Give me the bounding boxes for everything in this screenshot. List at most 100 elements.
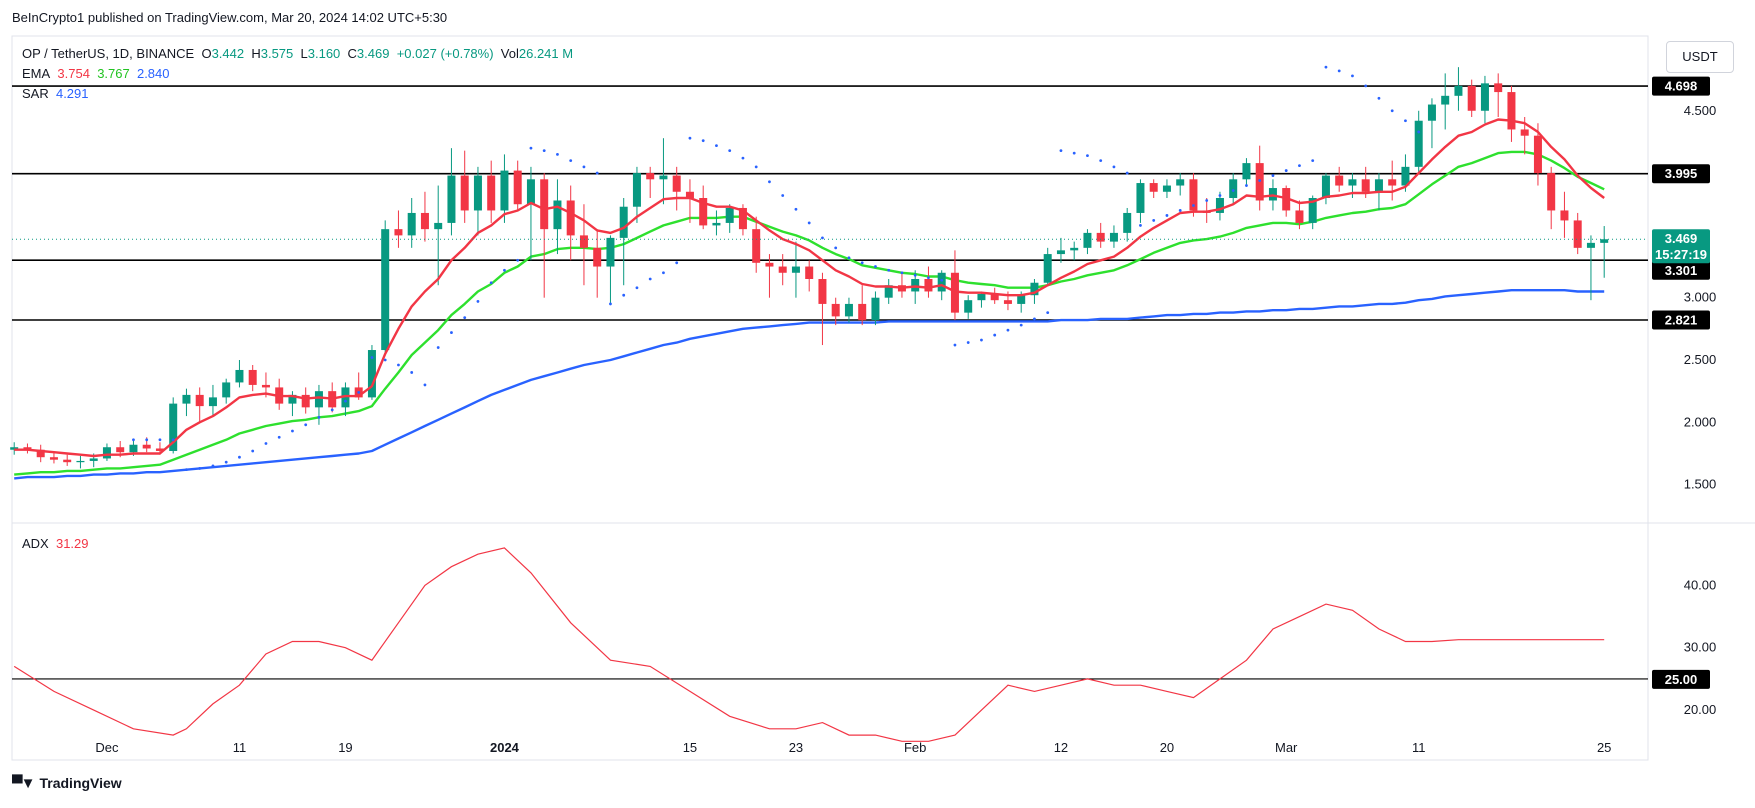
sar-dot — [556, 152, 559, 156]
candle-body — [871, 297, 880, 321]
candle — [1229, 173, 1238, 205]
candle — [1335, 166, 1344, 192]
level-badge-3-text: 2.821 — [1665, 312, 1698, 327]
candle-body — [1096, 232, 1105, 242]
currency-button[interactable]: USDT — [1666, 41, 1734, 73]
candle-body — [646, 173, 655, 180]
candle-body — [1321, 175, 1330, 198]
candle-body — [937, 272, 946, 292]
candle-body — [1176, 179, 1185, 186]
candle-body — [1401, 166, 1410, 186]
ema-legend[interactable]: EMA 3.754 3.767 2.840 — [22, 66, 170, 81]
candle — [1547, 166, 1556, 230]
candle — [950, 250, 959, 321]
candle-body — [1030, 282, 1039, 296]
sar-dot — [966, 341, 970, 344]
sar-dot — [1218, 194, 1222, 197]
adx-legend[interactable]: ADX 31.29 — [22, 536, 89, 551]
pane-borders — [11, 35, 1755, 761]
sar-legend[interactable]: SAR 4.291 — [22, 86, 89, 101]
ema-slow-path — [14, 289, 1605, 480]
candle — [672, 166, 681, 211]
sar-label[interactable]: SAR — [22, 86, 49, 101]
sar-dot — [701, 139, 705, 143]
publisher-text: BeInCrypto1 published on TradingView.com… — [12, 10, 448, 25]
sar-dot — [436, 346, 440, 349]
candle — [1136, 179, 1145, 223]
candle — [540, 173, 549, 298]
candle — [1560, 191, 1569, 238]
candle-body — [911, 279, 920, 292]
candle — [513, 160, 522, 211]
sar-dot — [993, 333, 997, 337]
candle — [1480, 75, 1489, 124]
candle-body — [1189, 179, 1198, 211]
candle-body — [540, 179, 549, 230]
open-label: O — [201, 46, 212, 61]
sar-dot — [887, 268, 891, 272]
time-tick-label: 23 — [789, 740, 803, 755]
price-axis[interactable]: 1.500 2.000 2.500 3.000 4.500 20.00 30.00 40.00 — [1684, 103, 1717, 717]
candle-body — [553, 200, 562, 230]
level-badge-0-text: 4.698 — [1665, 79, 1698, 94]
candle — [685, 179, 694, 223]
sar-dot — [980, 338, 983, 342]
candle — [897, 272, 906, 298]
level-badge-2: 3.301 — [1652, 260, 1710, 280]
sar-dot — [834, 246, 838, 250]
sar-dot — [503, 268, 506, 272]
sar-dot — [330, 408, 334, 412]
adx-level-badge: 25.00 — [1652, 669, 1710, 689]
sar-dot — [1059, 149, 1063, 153]
candle-body — [407, 212, 416, 236]
ema-label[interactable]: EMA — [22, 66, 51, 81]
sar-dot — [158, 438, 162, 442]
sar-dot — [635, 286, 639, 290]
candle-body — [288, 394, 297, 404]
time-tick-label: 20 — [1160, 740, 1174, 755]
sar-dot — [1139, 224, 1142, 227]
tradingview-logo[interactable]: ▀▼ TradingView — [12, 775, 122, 792]
candlestick-series — [10, 67, 1609, 469]
candle-body — [142, 444, 151, 449]
candle-body — [977, 293, 986, 301]
candle — [619, 198, 628, 286]
candle — [1070, 241, 1079, 261]
candle — [195, 387, 204, 423]
sar-dot — [1377, 96, 1381, 100]
candle-body — [606, 237, 615, 267]
symbol-legend[interactable]: OP / TetherUS, 1D, BINANCE O3.442 H3.575… — [22, 46, 573, 61]
sar-dot — [529, 146, 533, 150]
candle — [526, 166, 535, 261]
horizontal-levels — [12, 85, 1648, 321]
sar-dot — [1324, 65, 1328, 69]
candle-body — [725, 207, 734, 223]
candle-body — [791, 266, 800, 273]
candle-body — [487, 175, 496, 211]
candle — [1600, 226, 1609, 278]
candle-body — [884, 285, 893, 298]
sar-dot — [1178, 209, 1182, 212]
candle — [434, 185, 443, 286]
symbol-name[interactable]: OP / TetherUS, 1D, BINANCE — [22, 46, 195, 61]
sar-dot — [595, 171, 599, 175]
candle — [473, 166, 482, 236]
candle-body — [381, 229, 390, 351]
sar-dot — [675, 261, 679, 265]
sar-dot — [662, 271, 665, 275]
adx-label[interactable]: ADX — [22, 536, 49, 551]
sar-dot — [357, 391, 361, 394]
price-tick-label: 2.500 — [1684, 352, 1717, 367]
sar-dot — [569, 159, 573, 163]
candle — [1176, 173, 1185, 196]
candle-body — [672, 175, 681, 192]
candle — [235, 360, 244, 388]
candle-body — [1348, 179, 1357, 186]
level-badge-1-text: 3.995 — [1665, 166, 1698, 181]
time-axis[interactable]: Dec 11 19 2024 15 23 Feb 12 20 Mar 11 25 — [95, 740, 1611, 755]
candle — [1507, 85, 1516, 142]
candle-body — [831, 303, 840, 317]
sar-dot — [516, 258, 520, 262]
candle-body — [1268, 188, 1277, 201]
